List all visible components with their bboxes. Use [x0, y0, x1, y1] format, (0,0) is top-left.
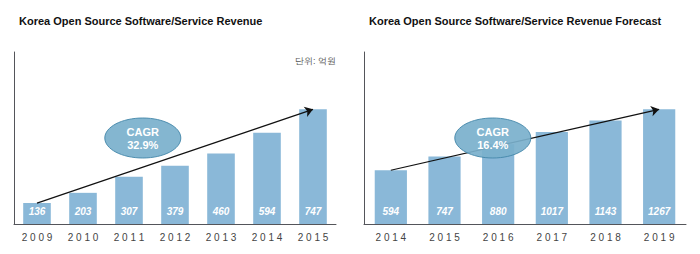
svg-text:1267: 1267 — [648, 206, 671, 217]
svg-text:880: 880 — [490, 206, 507, 217]
svg-text:Korea Open Source Software/Ser: Korea Open Source Software/Service Reven… — [19, 15, 262, 27]
svg-text:379: 379 — [167, 206, 184, 217]
svg-text:1017: 1017 — [541, 206, 564, 217]
svg-text:2 0 1 9: 2 0 1 9 — [644, 232, 675, 243]
svg-text:203: 203 — [74, 206, 92, 217]
svg-text:2 0 0 9: 2 0 0 9 — [22, 232, 53, 243]
svg-text:2 0 1 5: 2 0 1 5 — [298, 232, 329, 243]
svg-text:2 0 1 4: 2 0 1 4 — [252, 232, 283, 243]
svg-text:2 0 1 0: 2 0 1 0 — [68, 232, 99, 243]
svg-text:32.9%: 32.9% — [127, 139, 158, 151]
svg-text:747: 747 — [436, 206, 453, 217]
svg-text:2 0 1 6: 2 0 1 6 — [483, 232, 514, 243]
svg-text:2 0 1 7: 2 0 1 7 — [537, 232, 568, 243]
svg-text:2 0 1 2: 2 0 1 2 — [160, 232, 191, 243]
svg-text:747: 747 — [305, 206, 322, 217]
svg-text:2 0 1 3: 2 0 1 3 — [206, 232, 237, 243]
svg-text:16.4%: 16.4% — [477, 139, 508, 151]
svg-text:2 0 1 4: 2 0 1 4 — [376, 232, 407, 243]
svg-text:1143: 1143 — [595, 206, 617, 217]
svg-text:2 0 1 5: 2 0 1 5 — [429, 232, 460, 243]
svg-text:307: 307 — [121, 206, 138, 217]
svg-text:2 0 1 1: 2 0 1 1 — [114, 232, 145, 243]
svg-text:CAGR: CAGR — [127, 126, 159, 138]
svg-text:594: 594 — [382, 206, 399, 217]
svg-text:2 0 1 8: 2 0 1 8 — [590, 232, 621, 243]
svg-text:Korea Open Source Software/Ser: Korea Open Source Software/Service Reven… — [369, 15, 662, 27]
svg-text:136: 136 — [29, 206, 46, 217]
svg-text:460: 460 — [212, 206, 230, 217]
svg-text:594: 594 — [259, 206, 276, 217]
svg-text:CAGR: CAGR — [477, 126, 509, 138]
svg-text:단위: 억원: 단위: 억원 — [295, 56, 336, 66]
